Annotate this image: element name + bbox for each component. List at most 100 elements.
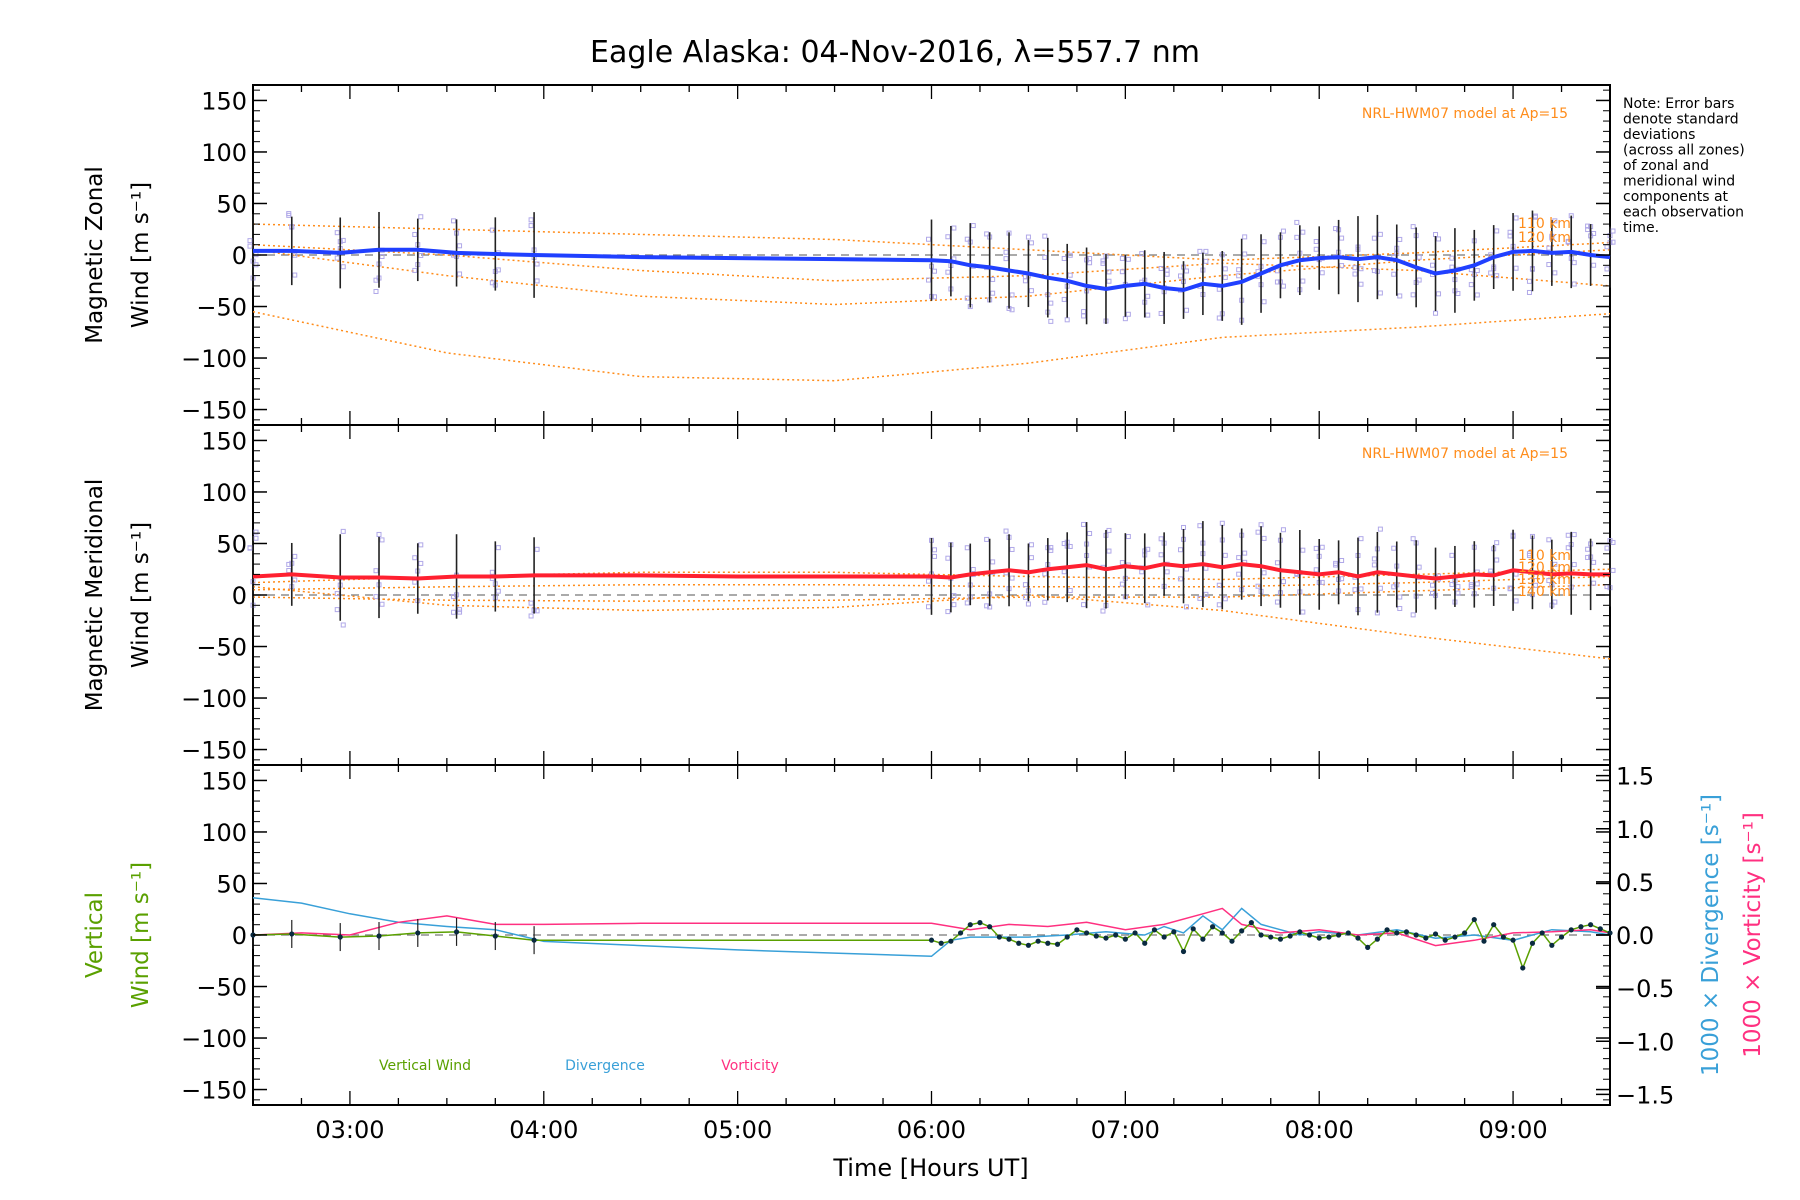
scatter-point [373,568,379,574]
scatter-point [1222,596,1228,602]
scatter-point [1571,260,1577,266]
scatter-point [1546,578,1552,584]
scatter-point [528,613,534,619]
scatter-point [1358,281,1364,287]
scatter-point [334,255,340,261]
scatter-point [1397,594,1403,600]
meridional-ylabel-units: Wind [m s⁻¹] [128,522,154,668]
scatter-point [1449,581,1455,587]
scatter-point [1313,238,1319,244]
scatter-point [1352,271,1358,277]
scatter-point [1585,554,1591,560]
scatter-point [1391,271,1397,277]
y-tick-label: 100 [201,139,247,167]
scatter-point [1494,557,1500,563]
scatter-point [1294,219,1300,225]
scatter-point [932,547,937,553]
vertical-wind-point [1190,926,1196,932]
scatter-point [1391,545,1397,551]
x-tick-label: 09:00 [1478,1116,1547,1144]
scatter-point [1300,278,1306,284]
scatter-point [1145,602,1151,608]
scatter-point [964,236,970,242]
scatter-point [412,231,418,237]
scatter-point [1319,544,1325,550]
scatter-point [1474,292,1480,298]
vertical-wind-point [1171,929,1177,935]
vertical-wind-point [1229,938,1235,944]
scatter-point [1081,309,1087,315]
scatter-point [451,218,457,224]
scatter-point [340,237,346,243]
scatter-point [1436,291,1442,297]
scatter-point [1203,258,1209,264]
scatter-point [418,542,424,548]
scatter-point [1022,278,1028,284]
scatter-point [1410,292,1416,298]
scatter-point [489,227,495,233]
scatter-point [1610,567,1616,573]
vertical-wind-point [1500,934,1506,940]
scatter-point [1565,238,1571,244]
scatter-point [457,243,463,249]
vorticity-line [252,907,1611,947]
scatter-point [1455,590,1461,596]
y-tick-label: −100 [181,345,247,373]
scatter-point [534,608,540,614]
vertical-wind-point [1597,926,1603,932]
scatter-point [1591,559,1597,565]
scatter-point [1119,269,1125,275]
scatter-point [1532,213,1538,219]
scatter-point [534,278,540,284]
scatter-point [457,609,463,615]
scatter-point [1468,282,1474,288]
scatter-point [1236,273,1242,279]
scatter-point [964,295,970,301]
vertical-wind-point [1016,940,1022,946]
scatter-point [1513,265,1519,271]
scatter-point [1216,582,1222,588]
vertical-wind-point [1558,934,1565,940]
scatter-point [1009,292,1015,298]
scatter-point [1009,575,1015,581]
scatter-point [1280,283,1286,289]
scatter-point [1358,586,1364,592]
y-tick-label: −150 [181,397,247,425]
vertical-wind-point [957,930,964,936]
legend-divergence: Divergence [565,1058,645,1074]
scatter-point [457,271,463,277]
scatter-point [1433,232,1439,238]
scatter-point [932,553,937,559]
scatter-point [926,578,931,584]
zonal-wind-line [253,247,1611,293]
scatter-point [945,555,951,561]
scatter-point [1255,529,1261,535]
scatter-point [1067,588,1073,594]
model-curve [252,310,1611,382]
vertical-wind-point [1287,933,1293,939]
y-tick-label: 0 [232,582,247,610]
scatter-point [932,268,937,274]
scatter-point [1003,249,1009,255]
meridional-model-level-120: 120 km [1518,560,1571,576]
scatter-point [1158,536,1164,542]
scatter-point [1339,263,1345,269]
vertical-wind-point [1306,932,1313,938]
scatter-point [1184,307,1190,313]
scatter-point [1061,569,1067,575]
scatter-point [1371,562,1377,568]
scatter-point [1178,547,1184,553]
scatter-point [1178,576,1184,582]
scatter-point [1552,270,1558,276]
vertical-wind-point [1025,942,1032,948]
vertical-wind-points [250,916,1613,971]
vertical-wind-point [1122,936,1128,942]
scatter-point [1565,545,1571,551]
vertical-wind-point [1180,948,1187,955]
scatter-point [1436,236,1442,242]
scatter-point [1081,602,1087,608]
scatter-point [412,555,418,561]
scatter-point [379,601,385,607]
scatter-point [1474,268,1480,274]
scatter-point [1300,609,1306,615]
